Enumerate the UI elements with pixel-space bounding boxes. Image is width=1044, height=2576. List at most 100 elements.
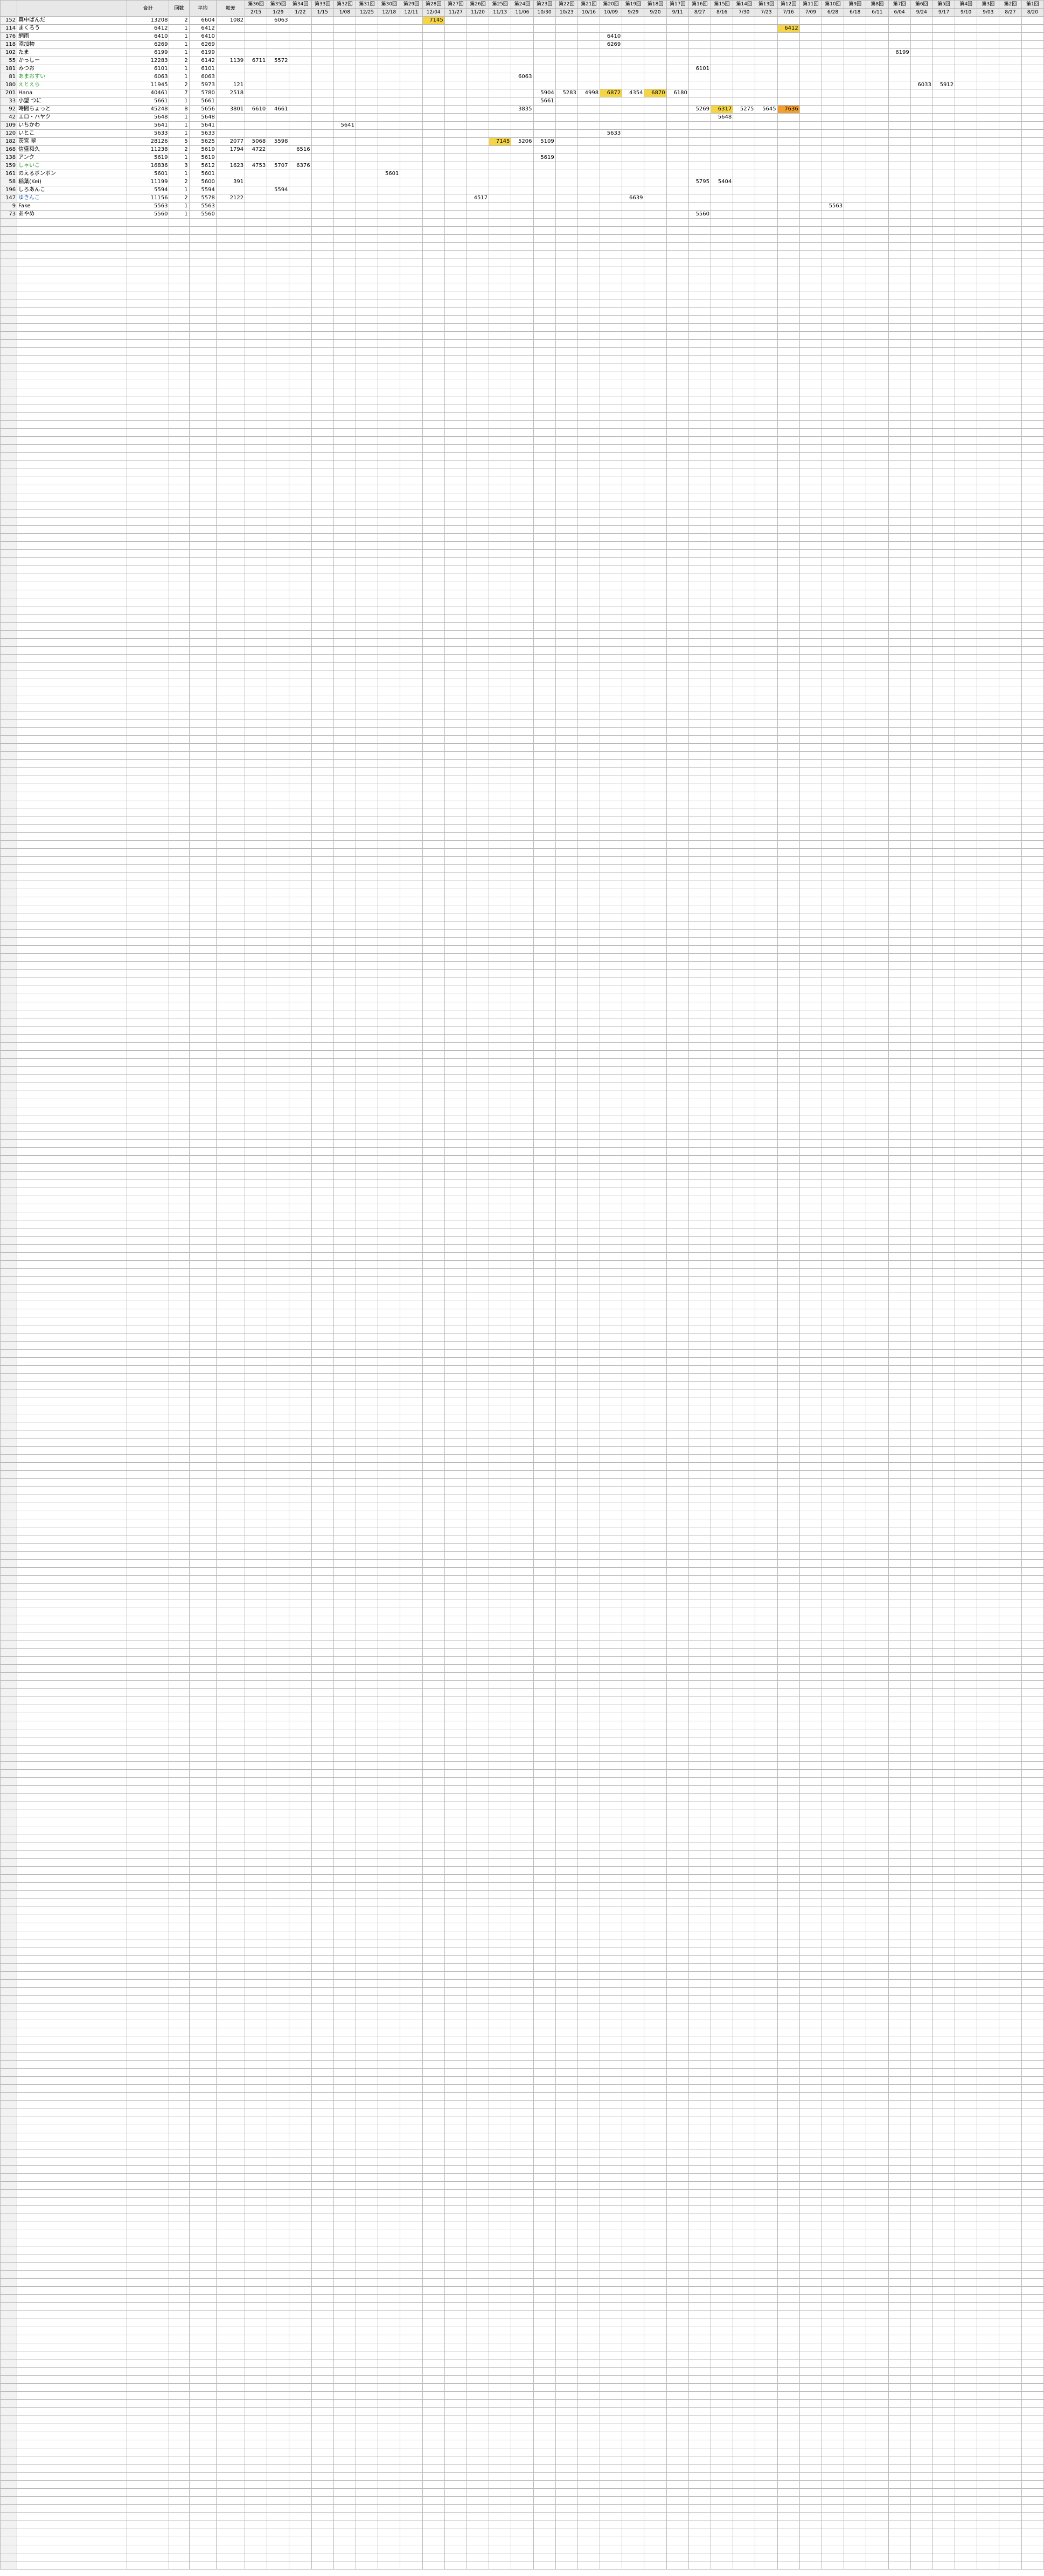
date-header: 6/18 — [844, 8, 867, 17]
empty-cell — [127, 549, 170, 558]
empty-cell — [215, 283, 246, 291]
empty-cell — [644, 283, 667, 291]
empty-cell — [378, 671, 401, 679]
empty-cell — [489, 129, 512, 138]
empty-cell — [955, 396, 978, 404]
empty-cell — [577, 695, 601, 703]
empty-cell — [844, 566, 867, 574]
empty-cell — [333, 307, 357, 316]
empty-cell — [267, 372, 290, 380]
empty-cell — [955, 105, 978, 114]
empty-cell — [245, 493, 268, 501]
empty-cell — [733, 460, 756, 469]
round-header: 第15回 — [710, 0, 734, 9]
empty-cell — [127, 436, 170, 445]
empty-cell — [821, 533, 845, 542]
empty-cell — [710, 905, 734, 913]
empty-cell — [127, 283, 170, 291]
empty-cell — [666, 113, 689, 122]
empty-cell — [910, 355, 933, 364]
empty-cell — [1021, 905, 1044, 913]
empty-cell — [444, 97, 467, 106]
empty-cell — [311, 937, 334, 946]
empty-cell — [799, 412, 822, 421]
empty-cell — [378, 428, 401, 437]
empty-cell — [799, 186, 822, 194]
empty-cell — [888, 97, 911, 106]
empty-cell — [666, 452, 689, 461]
empty-cell — [866, 485, 889, 493]
empty-cell — [644, 622, 667, 631]
empty-cell — [444, 460, 467, 469]
empty-cell — [866, 654, 889, 663]
empty-cell — [511, 582, 534, 590]
empty-cell — [378, 105, 401, 114]
empty-cell — [489, 582, 512, 590]
column-header: 平均 — [189, 0, 217, 17]
empty-cell — [821, 630, 845, 639]
empty-cell — [169, 460, 190, 469]
empty-cell — [189, 549, 217, 558]
empty-cell — [422, 57, 445, 65]
empty-cell — [400, 137, 423, 146]
empty-cell — [267, 929, 290, 938]
empty-cell — [311, 566, 334, 574]
stat-count: 1 — [169, 210, 190, 219]
empty-cell — [267, 32, 290, 41]
empty-cell — [821, 541, 845, 550]
empty-cell — [600, 751, 623, 760]
empty-cell — [910, 509, 933, 518]
empty-cell — [577, 501, 601, 509]
empty-cell — [422, 170, 445, 178]
empty-cell — [311, 307, 334, 316]
empty-cell — [866, 509, 889, 518]
blank-row — [0, 533, 1044, 542]
empty-cell — [189, 662, 217, 671]
blank-row — [0, 727, 1044, 736]
empty-cell — [999, 331, 1022, 340]
empty-cell — [622, 792, 645, 800]
empty-cell — [688, 590, 712, 598]
empty-cell — [688, 307, 712, 316]
empty-cell — [955, 662, 978, 671]
empty-cell — [888, 250, 911, 259]
empty-cell — [600, 283, 623, 291]
empty-cell — [355, 662, 379, 671]
empty-cell — [600, 557, 623, 566]
empty-cell — [821, 493, 845, 501]
empty-cell — [799, 137, 822, 146]
empty-cell — [511, 315, 534, 324]
empty-cell — [555, 808, 578, 816]
empty-cell — [888, 24, 911, 33]
empty-cell — [17, 646, 128, 655]
empty-cell — [888, 824, 911, 833]
empty-cell — [977, 283, 1000, 291]
blank-row — [0, 703, 1044, 711]
empty-cell — [333, 751, 357, 760]
empty-cell — [267, 856, 290, 865]
empty-cell — [622, 598, 645, 606]
empty-cell — [666, 404, 689, 413]
empty-cell — [932, 16, 956, 25]
empty-cell — [555, 856, 578, 865]
empty-cell — [378, 889, 401, 897]
empty-cell — [245, 40, 268, 49]
empty-cell — [311, 380, 334, 388]
empty-cell — [622, 48, 645, 57]
stat-total: 5641 — [127, 121, 170, 130]
empty-cell — [755, 872, 778, 881]
empty-cell — [444, 872, 467, 881]
stat-avg: 6269 — [189, 40, 217, 49]
empty-cell — [955, 590, 978, 598]
empty-cell — [333, 590, 357, 598]
empty-cell — [866, 759, 889, 768]
empty-cell — [844, 40, 867, 49]
empty-cell — [622, 549, 645, 558]
empty-cell — [688, 695, 712, 703]
empty-cell — [932, 267, 956, 275]
empty-cell — [533, 162, 556, 170]
empty-cell — [600, 582, 623, 590]
empty-cell — [555, 509, 578, 518]
empty-cell — [378, 202, 401, 211]
empty-cell — [511, 776, 534, 784]
